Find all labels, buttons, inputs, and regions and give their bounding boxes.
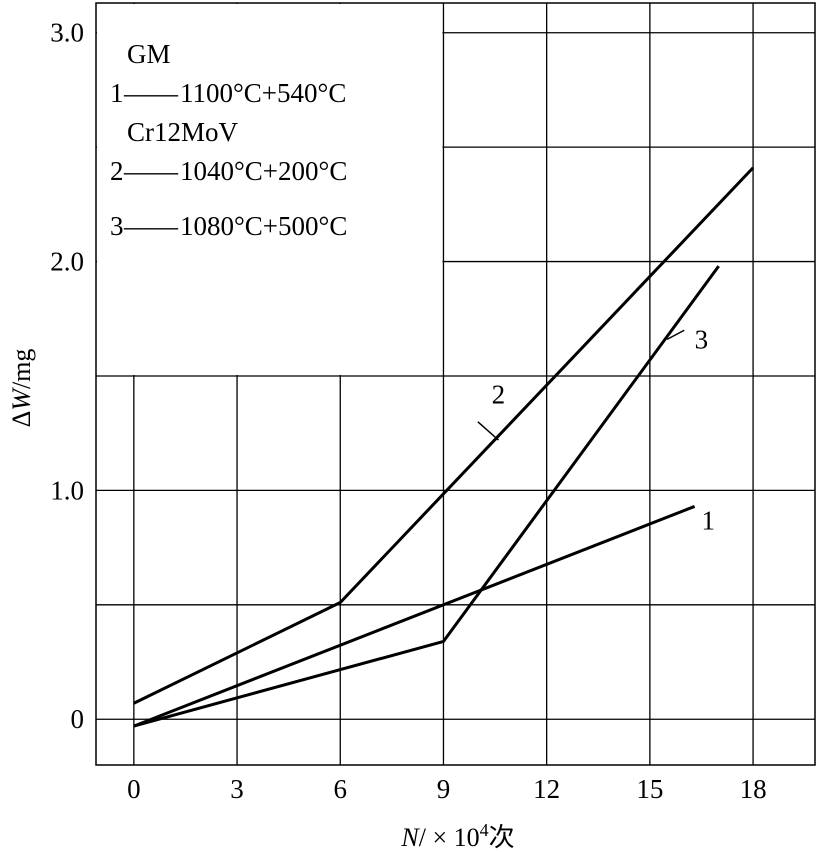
legend-entry-text: 1100°C+540°C <box>180 78 346 108</box>
legend-entry-dash: —— <box>123 211 179 241</box>
curve-labels: 1 2 3 <box>477 325 715 535</box>
curve-leader-3 <box>666 329 685 341</box>
y-tick-label: 0 <box>71 704 85 734</box>
x-tick-label: 15 <box>636 774 663 804</box>
curve-leader-2 <box>477 421 500 441</box>
x-tick-label: 9 <box>437 774 451 804</box>
x-tick-label: 0 <box>127 774 141 804</box>
legend-entry-number: 2 <box>110 156 124 186</box>
curve-label-2: 2 <box>492 379 506 409</box>
legend-group-header: Cr12MoV <box>127 117 239 147</box>
legend-entry-number: 3 <box>110 211 124 241</box>
legend-entry-dash: —— <box>123 78 179 108</box>
y-tick-label: 1.0 <box>50 475 84 505</box>
series-lines <box>133 166 755 728</box>
y-axis-title: ΔW/mg <box>7 349 36 428</box>
legend-group-header: GM <box>127 39 171 69</box>
x-axis-title: N/ × 104次 <box>400 820 514 852</box>
x-tick-label: 12 <box>533 774 560 804</box>
legend-entry-text: 1080°C+500°C <box>180 211 347 241</box>
series-line-1 <box>133 505 696 728</box>
legend-entry-number: 1 <box>110 78 124 108</box>
legend-box <box>97 4 443 375</box>
curve-label-3: 3 <box>695 325 709 355</box>
y-tick-label: 3.0 <box>50 18 84 48</box>
legend-entry-text: 1040°C+200°C <box>180 156 347 186</box>
y-tick-label: 2.0 <box>50 247 84 277</box>
plot-frame <box>95 2 816 766</box>
x-tick-label: 3 <box>230 774 244 804</box>
series-line-3 <box>133 265 720 728</box>
x-tick-label: 18 <box>740 774 767 804</box>
legend-entry-dash: —— <box>123 156 179 186</box>
x-tick-label: 6 <box>334 774 348 804</box>
curve-label-1: 1 <box>701 505 715 535</box>
series-line-2 <box>133 166 755 705</box>
